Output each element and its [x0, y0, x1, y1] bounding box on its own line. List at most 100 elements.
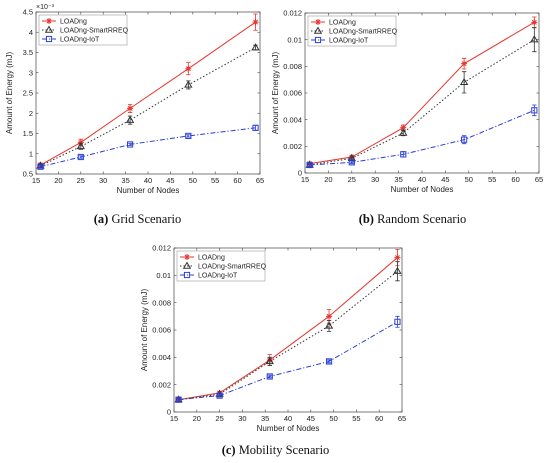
x-tick-label: 65	[398, 414, 406, 423]
legend-loadng-smartrreq-marker	[44, 25, 54, 33]
caption-text: Random Scenario	[377, 212, 467, 226]
chart-panel-grid: 15 20 25 30 35 40 45 50 55 60 65 0.5 1 1.5 2 2.5 3 3.5 4 4.…	[0, 0, 275, 200]
y-tick-label: 3.5	[23, 48, 33, 57]
x-tick-label: 65	[535, 175, 543, 184]
y-tick-label: 0.01	[156, 271, 171, 280]
series-loadng-iot-marker	[531, 107, 538, 114]
x-tick-label: 20	[324, 175, 332, 184]
series-loadng-iot-error-bar	[38, 165, 43, 169]
series-loadng-smartrreq	[305, 27, 539, 168]
x-tick-label: 15	[301, 175, 309, 184]
x-tick-label: 20	[54, 176, 62, 185]
series-loadng-iot-marker	[77, 153, 84, 161]
legend: LOADng LOADng-SmartRREQ LOADng-IoT	[307, 15, 398, 47]
series-loadng-iot-marker	[252, 124, 259, 131]
series-loadng-iot-marker	[325, 358, 333, 365]
series-loadng-smartrreq-error-bar	[532, 27, 537, 53]
series-loadng-iot-marker	[400, 151, 407, 158]
y-tick-label: 4.5	[23, 8, 33, 17]
legend-loadng-smartrreq-label: LOADng-SmartRREQ	[60, 28, 129, 35]
legend-loadng-marker	[184, 254, 190, 260]
y-tick-label: 3	[29, 68, 33, 77]
y-tick-label: 0.002	[152, 380, 171, 389]
series-loadng-smartrreq-marker	[125, 115, 135, 123]
x-axis-label: Number of Nodes	[117, 186, 180, 195]
y-axis-label: Amount of Energy (mJ)	[271, 52, 280, 135]
y-tick-label: 0.01	[287, 35, 302, 44]
y-tick-label: 2.5	[23, 89, 33, 98]
series-loadng-marker	[185, 65, 192, 72]
series-loadng-marker	[394, 254, 401, 261]
y-axis-label: Amount of Energy (mJ)	[5, 52, 14, 135]
series-loadng-iot	[37, 124, 259, 170]
x-tick-label: 25	[77, 176, 85, 185]
series-loadng-smartrreq-marker	[530, 35, 539, 43]
series-loadng-marker	[461, 60, 468, 67]
legend-loadng-smartrreq-label: LOADng-SmartRREQ	[198, 264, 267, 271]
x-axis-label: Number of Nodes	[391, 185, 454, 194]
y-axis-label: Amount of Energy (mJ)	[140, 289, 149, 372]
series-loadng-smartrreq-marker	[324, 321, 334, 329]
x-tick-label: 30	[99, 176, 107, 185]
x-tick-label: 20	[193, 414, 201, 423]
series-loadng-iot-error-bar	[326, 359, 332, 364]
caption-tag: (a)	[93, 212, 109, 226]
y-tick-label: 0	[167, 408, 171, 417]
x-tick-label: 65	[256, 176, 264, 185]
y-tick-label: 1	[29, 149, 33, 158]
series-loadng-marker	[252, 19, 259, 26]
x-tick-label: 40	[144, 176, 152, 185]
series-loadng-marker	[127, 105, 134, 112]
x-tick-label: 40	[284, 414, 292, 423]
y-tick-label: 0.002	[283, 142, 302, 151]
x-tick-label: 45	[441, 175, 449, 184]
legend-loadng-smartrreq-marker	[182, 261, 192, 269]
x-tick-label: 30	[371, 175, 379, 184]
series-loadng-iot-marker	[216, 392, 223, 399]
series-loadng-smartrreq-marker	[399, 128, 408, 136]
y-tick-label: 2	[29, 109, 33, 118]
x-tick-label: 50	[329, 414, 337, 423]
legend-loadng-smartrreq-marker	[313, 26, 323, 34]
y-tick-label: 0.5	[23, 170, 33, 179]
series-loadng-iot-marker	[175, 396, 182, 403]
x-tick-label: 35	[121, 176, 129, 185]
legend-loadng-smartrreq-label: LOADng-SmartRREQ	[329, 29, 398, 36]
legend: LOADng LOADng-SmartRREQ LOADng-IoT	[176, 250, 267, 282]
series-loadng-iot	[175, 315, 401, 403]
caption-tag: (b)	[358, 212, 374, 226]
chart-grid: 15 20 25 30 35 40 45 50 55 60 65 0.5 1 1.5 2 2.5 3 3.5 4 4.…	[5, 4, 264, 195]
series-loadng-iot-error-bar	[127, 142, 133, 147]
series-loadng-marker	[400, 124, 407, 131]
x-tick-label: 50	[465, 175, 473, 184]
series-loadng-smartrreq-marker	[459, 77, 469, 86]
series-loadng-iot-error-bar	[395, 315, 400, 328]
series-loadng-iot-marker	[394, 318, 401, 325]
y-tick-label: 0	[298, 169, 302, 178]
y-axis-exponent: ×10⁻³	[36, 4, 55, 11]
series-loadng-smartrreq-marker	[393, 266, 402, 274]
x-tick-label: 60	[375, 414, 383, 423]
y-tick-label: 0.006	[152, 326, 171, 335]
chart-panel-mobility: 15 20 25 30 35 40 45 50 55 60 65 0 0.002 0.004 0.006 0.…	[138, 232, 413, 437]
series-loadng-smartrreq-line	[178, 270, 398, 401]
series-loadng-smartrreq-marker	[347, 153, 356, 162]
legend-loadng-iot-marker	[183, 271, 191, 279]
y-tick-label: 0.006	[283, 89, 302, 98]
legend-loadng-marker	[315, 19, 321, 25]
series-loadng-iot-marker	[37, 163, 44, 170]
legend-loadng-iot-marker	[314, 36, 322, 44]
legend-loadng-iot-label: LOADng-IoT	[329, 38, 369, 45]
caption-tag: (c)	[221, 443, 236, 457]
legend-box	[307, 15, 397, 47]
series-loadng-smartrreq-marker	[184, 80, 193, 88]
chart-random: 15 20 25 30 35 40 45 50 55 60 65 0 0.002 0.004 0.006 0.…	[271, 9, 543, 194]
series-loadng-iot-marker	[348, 159, 355, 166]
x-tick-label: 50	[189, 176, 197, 185]
legend-loadng-label: LOADng	[60, 19, 87, 26]
series-loadng-marker	[531, 19, 538, 26]
series-loadng-smartrreq-line	[309, 39, 535, 166]
legend-loadng-label: LOADng	[329, 20, 356, 27]
series-loadng-iot	[306, 104, 538, 169]
